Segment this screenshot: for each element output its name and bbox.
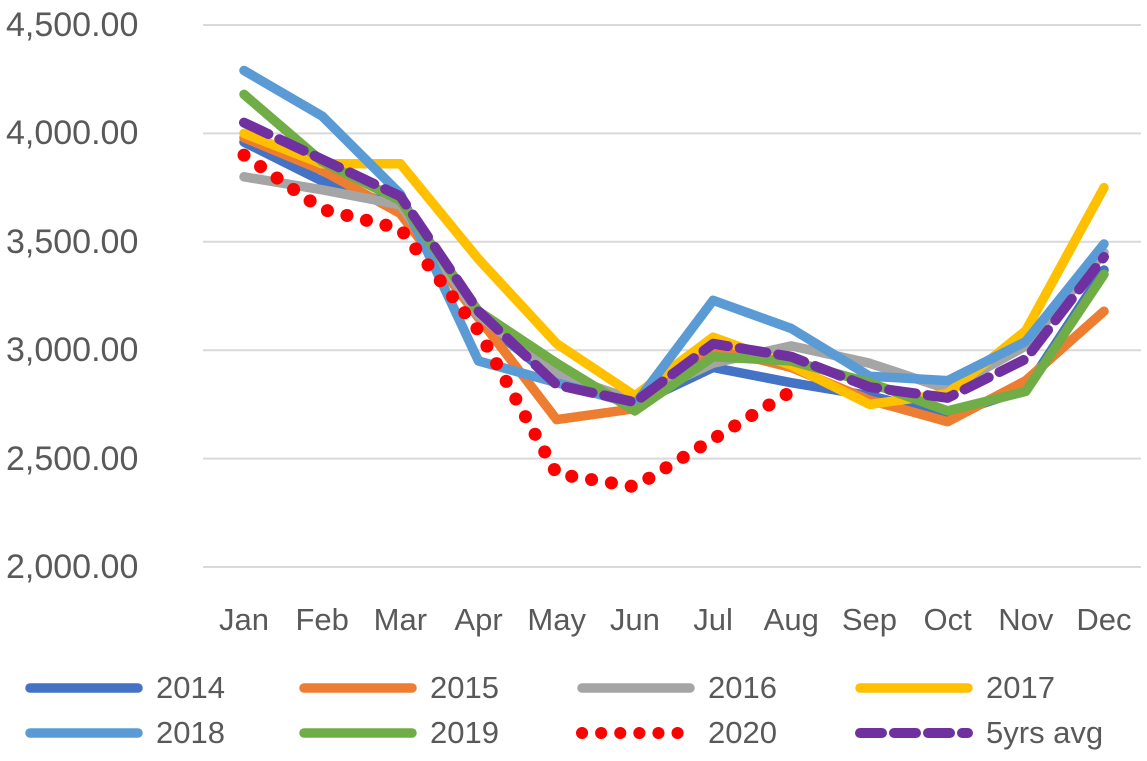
legend-swatch-2014: [25, 683, 143, 693]
series-line-2020: [237, 148, 798, 494]
x-tick-label-may: May: [527, 602, 586, 637]
x-tick-label-nov: Nov: [998, 602, 1054, 637]
legend-label: 2018: [156, 715, 225, 750]
series-line-2017: [239, 128, 1109, 410]
legend-label: 2017: [986, 670, 1055, 705]
x-tick-label-feb: Feb: [295, 602, 349, 637]
legend-label: 5yrs avg: [986, 715, 1104, 750]
x-tick-label-jan: Jan: [219, 602, 269, 637]
series-line-2018: [239, 65, 1109, 410]
y-tick-label: 4,500.00: [6, 6, 139, 44]
legend-swatch-2015: [299, 683, 417, 693]
y-tick-label: 4,000.00: [6, 114, 139, 153]
legend-swatch-2019: [299, 728, 417, 738]
y-tick-label: 3,000.00: [6, 331, 139, 370]
x-tick-label-jun: Jun: [609, 602, 660, 637]
x-tick-label-dec: Dec: [1076, 602, 1132, 637]
legend-swatch-5yrs-avg: [855, 728, 973, 738]
x-tick-label-jul: Jul: [693, 602, 733, 637]
legend-label: 2020: [708, 715, 777, 750]
x-tick-label-aug: Aug: [763, 602, 819, 637]
x-tick-label-mar: Mar: [373, 602, 428, 637]
x-tick-label-oct: Oct: [923, 602, 972, 637]
legend-swatch-2020: [576, 727, 696, 739]
legend-label: 2016: [708, 670, 777, 705]
legend-label: 2019: [430, 715, 499, 750]
legend-label: 2014: [156, 670, 225, 705]
y-tick-label: 2,000.00: [6, 548, 139, 586]
legend-label: 2015: [430, 670, 499, 705]
legend-swatch-2018: [25, 728, 143, 738]
y-tick-label: 2,500.00: [6, 439, 139, 478]
legend-swatch-2017: [855, 683, 973, 693]
series-line-5yrs-avg: [239, 117, 1109, 408]
x-tick-label-apr: Apr: [454, 602, 503, 637]
x-tick-label-sep: Sep: [841, 602, 898, 637]
y-tick-label: 3,500.00: [6, 222, 139, 261]
legend-swatch-2016: [577, 683, 695, 693]
